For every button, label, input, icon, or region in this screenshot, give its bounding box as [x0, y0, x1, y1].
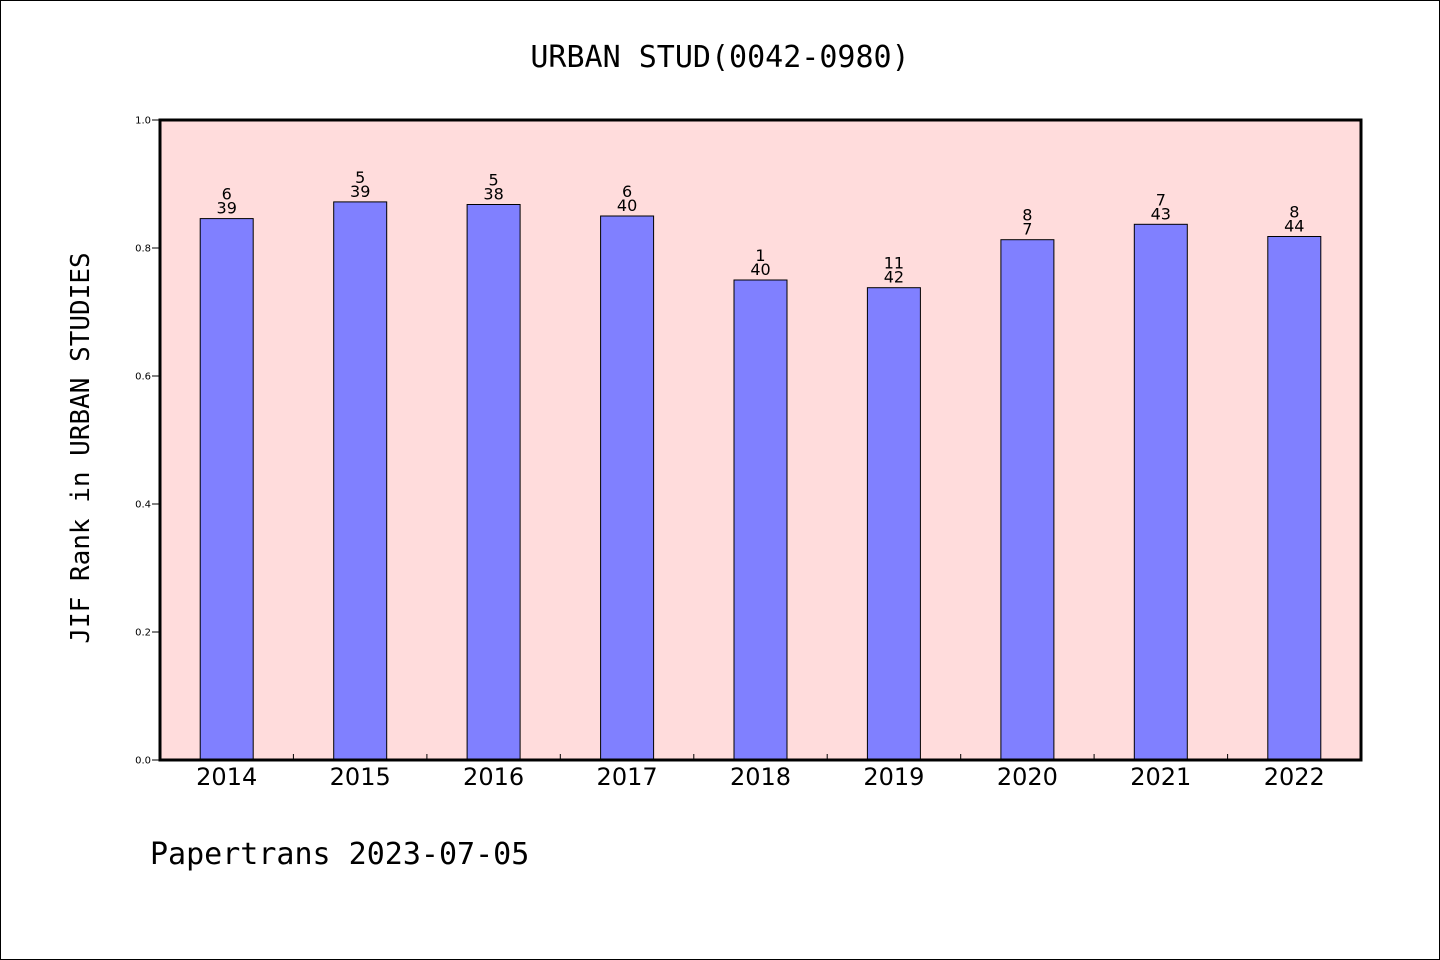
data-label-total-2015: 39 [350, 182, 370, 201]
footer-credit: Papertrans 2023-07-05 [150, 837, 529, 872]
bar-2021 [1133, 223, 1188, 761]
bar-2020 [1000, 239, 1055, 761]
bar-2022 [1267, 236, 1322, 761]
data-label-rank-2016: 5 [489, 171, 499, 190]
y-axis: 0.0 0.2 0.4 0.6 0.8 1.0 [135, 116, 160, 767]
data-label-rank-2014: 6 [222, 185, 232, 204]
bar-2014 [199, 218, 254, 761]
bar-2016 [466, 204, 521, 761]
y-tick-label-1: 0.2 [135, 628, 151, 639]
x-tick-label-2020: 2020 [997, 763, 1058, 791]
data-label-total-2020: 7 [1022, 220, 1032, 239]
x-tick-label-2018: 2018 [730, 763, 791, 791]
data-label-rank-2015: 5 [355, 168, 365, 187]
bar-2018 [733, 279, 788, 761]
x-tick-label-2021: 2021 [1130, 763, 1191, 791]
data-label-total-2021: 43 [1151, 204, 1171, 223]
data-label-total-2022: 44 [1284, 217, 1304, 236]
x-tick-label-2017: 2017 [597, 763, 658, 791]
data-label-total-2016: 38 [483, 185, 503, 204]
data-label-total-2017: 40 [617, 196, 637, 215]
data-label-rank-2018: 1 [755, 246, 765, 265]
bar-2017 [600, 215, 655, 761]
y-tick-label-0: 0.0 [135, 756, 151, 767]
plot-border [158, 118, 1363, 762]
y-tick-label-2: 0.4 [135, 500, 151, 511]
y-axis-label: JIF Rank in URBAN STUDIES [66, 252, 96, 643]
bar-2015 [333, 201, 388, 761]
data-label-total-2014: 39 [217, 199, 237, 218]
data-label-rank-2017: 6 [622, 182, 632, 201]
data-label-total-2018: 40 [750, 260, 770, 279]
y-tick-label-4: 0.8 [135, 244, 151, 255]
y-tick-label-3: 0.6 [135, 372, 151, 383]
x-tick-label-2022: 2022 [1264, 763, 1325, 791]
bar-2019 [866, 287, 921, 761]
data-label-rank-2019: 11 [884, 254, 904, 273]
data-label-rank-2022: 8 [1289, 203, 1299, 222]
x-tick-label-2019: 2019 [863, 763, 924, 791]
y-tick-label-5: 1.0 [135, 116, 151, 127]
x-tick-label-2014: 2014 [196, 763, 257, 791]
x-tick-label-2016: 2016 [463, 763, 524, 791]
data-label-rank-2021: 7 [1156, 190, 1166, 209]
chart-title: URBAN STUD(0042-0980) [530, 40, 909, 75]
data-label-total-2019: 42 [884, 268, 904, 287]
x-axis: 2014 2015 2016 2017 2018 2019 2020 2021 2022 [196, 754, 1325, 791]
x-tick-label-2015: 2015 [330, 763, 391, 791]
data-label-rank-2020: 8 [1022, 206, 1032, 225]
bars-layer [199, 201, 1322, 761]
